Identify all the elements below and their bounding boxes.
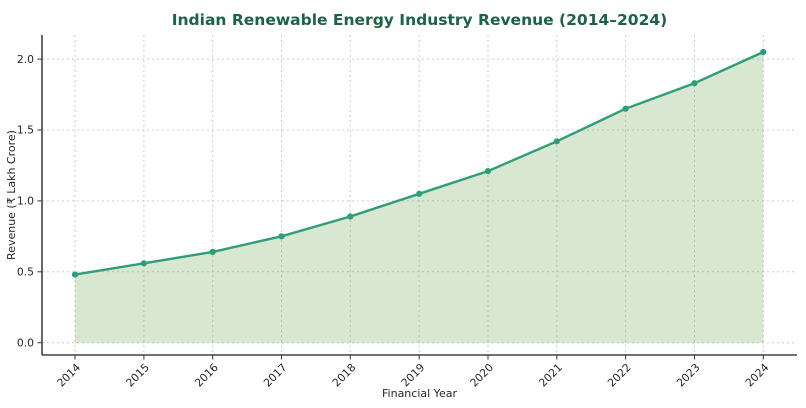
y-tick-labels: 0.0 0.5 1.0 1.5 2.0 xyxy=(17,53,34,350)
data-point-marker xyxy=(278,233,285,240)
x-tick-labels: 2014 2015 2016 2017 2018 2019 2020 2021 2022 2023… xyxy=(54,361,771,390)
y-tick-label: 2.0 xyxy=(17,53,34,66)
x-tick-label: 2018 xyxy=(330,361,359,390)
x-tick-label: 2023 xyxy=(674,361,703,390)
data-point-marker xyxy=(691,80,698,87)
x-tick-label: 2022 xyxy=(605,361,634,390)
gridlines xyxy=(42,35,797,355)
x-tick-label: 2015 xyxy=(123,361,152,390)
x-tick-label: 2017 xyxy=(261,361,290,390)
axis-spines xyxy=(41,35,797,356)
data-point-marker xyxy=(760,48,767,56)
data-point-marker xyxy=(347,213,354,220)
y-tick-label: 1.0 xyxy=(17,195,34,208)
data-point-marker xyxy=(553,138,560,145)
x-tick-label: 2021 xyxy=(536,361,565,390)
y-tick-label: 0.5 xyxy=(17,266,34,279)
x-tick-label: 2014 xyxy=(54,361,83,390)
area-fill xyxy=(75,52,764,343)
y-axis-label: Revenue (₹ Lakh Crore) xyxy=(5,130,18,260)
x-tick-label: 2016 xyxy=(192,361,221,390)
y-tick-label: 0.0 xyxy=(17,336,34,349)
data-point-marker xyxy=(416,190,423,197)
data-point-marker xyxy=(484,168,492,175)
x-tick-label: 2020 xyxy=(467,361,496,390)
data-point-markers xyxy=(71,48,767,278)
data-point-marker xyxy=(209,248,216,255)
chart-title: Indian Renewable Energy Industry Revenue… xyxy=(172,11,668,29)
data-point-marker xyxy=(622,105,629,112)
y-tick-label: 1.5 xyxy=(17,124,34,137)
x-tick-label: 2024 xyxy=(743,361,772,390)
x-tick-label: 2019 xyxy=(399,361,428,390)
data-point-marker xyxy=(71,271,79,278)
x-axis-label: Financial Year xyxy=(382,387,457,400)
data-point-marker xyxy=(140,260,147,267)
